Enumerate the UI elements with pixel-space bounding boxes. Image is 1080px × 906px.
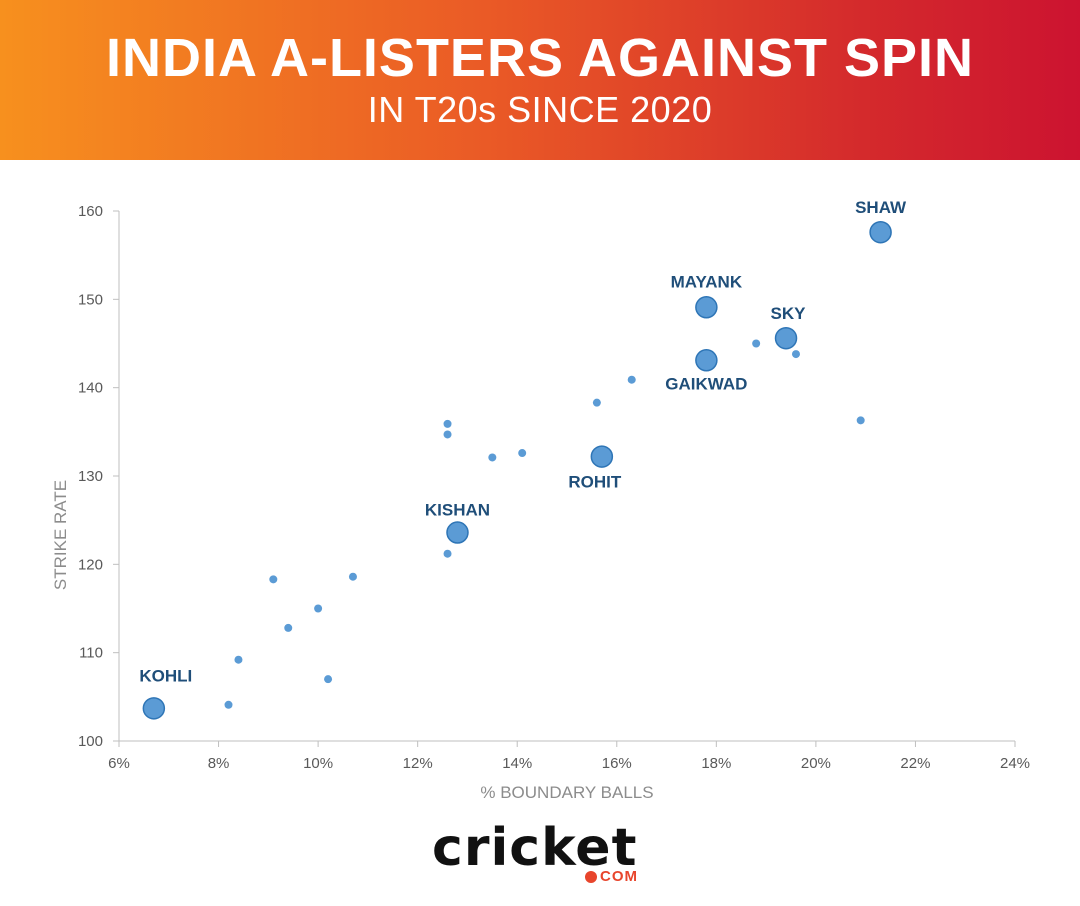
y-tick-label: 160 [78,203,103,220]
cricket-com-logo: cricket COM [0,818,1080,898]
player-name-label: KOHLI [139,666,192,685]
chart-ticks: 6% 8% 10% 12% 14% 16% 18% 20% 22% 24% 100 110 120 130… [78,203,1030,772]
player-point [856,416,865,425]
player-point [488,453,497,462]
player-name-label: MAYANK [671,272,743,291]
player-point [627,375,636,384]
header-banner: INDIA A-LISTERS AGAINST SPIN IN T20s SIN… [0,0,1080,160]
player-point [592,398,601,407]
player-point [518,449,527,458]
x-tick-label: 16% [602,755,632,772]
x-tick-label: 24% [1000,755,1030,772]
player-point [348,572,357,581]
x-axis-title: % BOUNDARY BALLS [480,783,653,802]
y-tick-label: 110 [79,645,103,662]
player-point [443,430,452,439]
player-point [443,419,452,428]
highlighted-players-series: SHAW MAYANK SKY GAIKWAD ROHIT KISHAN KOHLI [139,198,907,720]
y-tick-label: 100 [78,733,103,750]
player-name-label: ROHIT [568,473,622,492]
player-point [752,339,761,348]
player-point [443,549,452,558]
highlighted-player-point [869,220,892,244]
x-tick-label: 14% [502,755,532,772]
player-point [284,623,293,632]
y-tick-label: 120 [78,556,103,573]
y-tick-label: 150 [78,291,103,308]
highlighted-player-point [446,521,469,544]
x-tick-label: 10% [303,755,333,772]
x-tick-label: 12% [403,755,433,772]
x-tick-label: 22% [900,755,930,772]
logo-dot-icon [585,871,597,883]
player-name-label: SKY [771,304,807,323]
player-point [234,655,243,664]
highlighted-player-point [590,445,614,468]
player-point [224,700,233,709]
highlighted-player-point [695,349,718,372]
player-name-label: KISHAN [425,501,490,520]
other-players-series [224,339,865,709]
scatter-chart: 6% 8% 10% 12% 14% 16% 18% 20% 22% 24% 100 110 120 130… [51,198,1030,802]
player-name-label: SHAW [855,198,907,217]
player-point [269,575,278,584]
logo-suffix: COM [600,868,638,885]
player-name-label: GAIKWAD [665,374,747,393]
chart-title: INDIA A-LISTERS AGAINST SPIN [105,28,975,88]
y-tick-label: 140 [78,380,103,397]
chart-axes [118,211,1015,742]
x-tick-label: 8% [208,755,230,772]
x-tick-label: 6% [108,755,130,772]
highlighted-player-point [774,326,798,350]
player-point [791,350,800,359]
x-tick-label: 20% [801,755,831,772]
x-tick-label: 18% [701,755,731,772]
highlighted-player-point [695,296,718,319]
chart-subtitle: IN T20s SINCE 2020 [367,89,713,130]
player-point [324,675,333,684]
y-tick-label: 130 [78,468,103,485]
player-point [314,604,323,613]
logo-wordmark: cricket [432,818,638,878]
y-axis-title: STRIKE RATE [51,480,70,590]
highlighted-player-point [142,697,166,720]
